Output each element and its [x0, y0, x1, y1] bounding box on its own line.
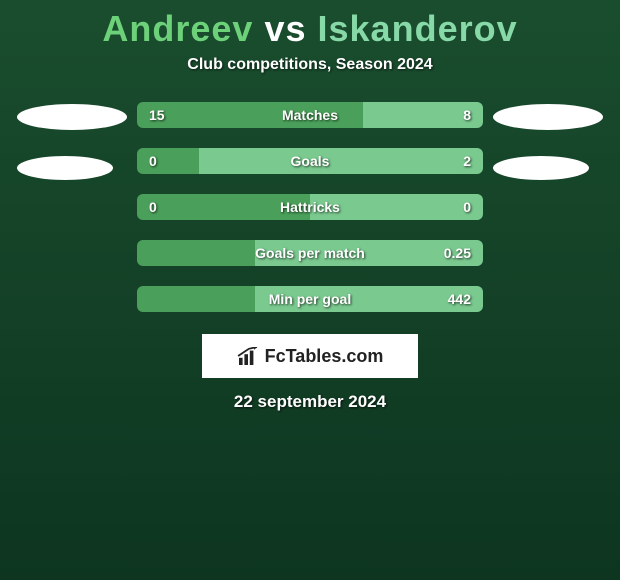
stat-bar-overlay: Min per goal 442: [137, 286, 483, 312]
stat-row: 15 Matches 8: [137, 102, 483, 128]
right-avatar-column: [493, 102, 603, 180]
player2-avatar-placeholder: [493, 104, 603, 130]
stat-metric-label: Goals: [137, 153, 483, 169]
player2-flag-placeholder: [493, 156, 589, 180]
stat-row: 0 Hattricks 0: [137, 194, 483, 220]
stat-metric-label: Matches: [137, 107, 483, 123]
logo-text: FcTables.com: [265, 346, 384, 367]
stat-bar-overlay: 15 Matches 8: [137, 102, 483, 128]
stat-bar-overlay: Goals per match 0.25: [137, 240, 483, 266]
player2-name: Iskanderov: [318, 8, 518, 49]
stat-metric-label: Goals per match: [137, 245, 483, 261]
infographic-container: Andreev vs Iskanderov Club competitions,…: [0, 0, 620, 412]
stat-bar-overlay: 0 Hattricks 0: [137, 194, 483, 220]
vs-text: vs: [264, 8, 306, 49]
chart-icon: [237, 347, 259, 365]
stats-area: 15 Matches 8 0 Goals 2 0 Hattricks 0: [0, 102, 620, 312]
left-avatar-column: [17, 102, 127, 180]
stat-metric-label: Hattricks: [137, 199, 483, 215]
stat-bars: 15 Matches 8 0 Goals 2 0 Hattricks 0: [137, 102, 483, 312]
stat-row: Goals per match 0.25: [137, 240, 483, 266]
date: 22 september 2024: [0, 392, 620, 412]
stat-row: Min per goal 442: [137, 286, 483, 312]
stat-metric-label: Min per goal: [137, 291, 483, 307]
subtitle: Club competitions, Season 2024: [0, 56, 620, 74]
source-logo: FcTables.com: [202, 334, 418, 378]
player1-flag-placeholder: [17, 156, 113, 180]
player1-name: Andreev: [102, 8, 253, 49]
comparison-title: Andreev vs Iskanderov: [0, 8, 620, 50]
player1-avatar-placeholder: [17, 104, 127, 130]
stat-row: 0 Goals 2: [137, 148, 483, 174]
stat-bar-overlay: 0 Goals 2: [137, 148, 483, 174]
